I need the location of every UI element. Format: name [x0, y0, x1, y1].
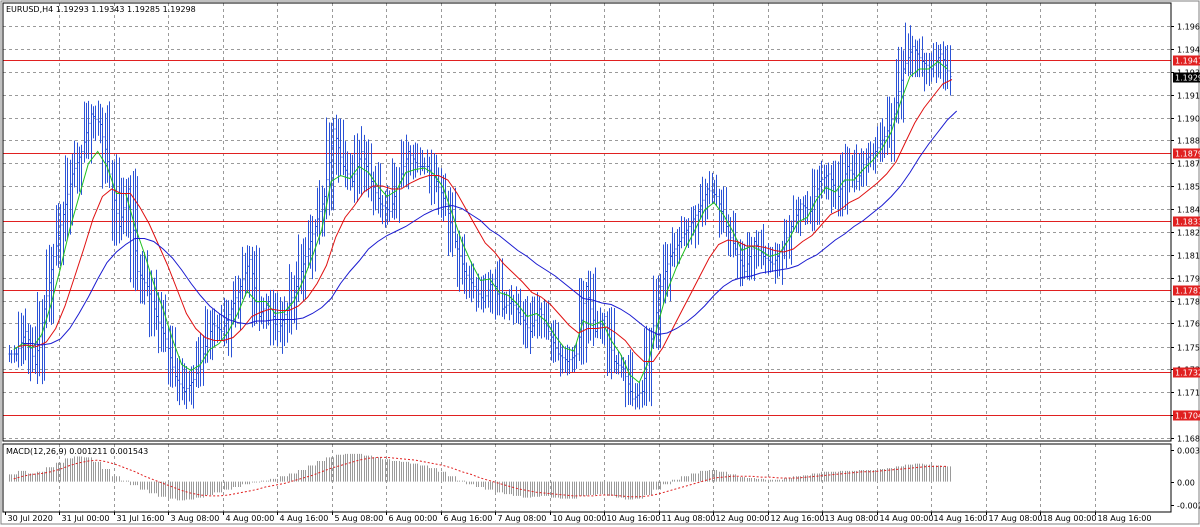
- price-tick-label: 1.17655: [1177, 320, 1200, 329]
- horizontal-line-labels: 1.19411 1.18791 1.18337 1.17877 1.17329 1.170…: [1173, 55, 1200, 421]
- macd-pane-border: [2, 443, 1172, 513]
- time-tick-label: 5 Aug 08:00: [335, 514, 384, 523]
- price-tick-label: 1.16890: [1177, 435, 1200, 444]
- horizontal-line-label: 1.18337: [1175, 218, 1200, 227]
- price-candles: [8, 22, 952, 410]
- price-tick-label: 1.18720: [1177, 160, 1200, 169]
- horizontal-line-label: 1.17329: [1175, 369, 1200, 378]
- time-tick-label: 31 Jul 00:00: [62, 514, 110, 523]
- time-tick-label: 31 Jul 16:00: [117, 514, 165, 523]
- time-axis: 30 Jul 2020 31 Jul 00:00 31 Jul 16:00 3 Aug…: [5, 512, 1152, 523]
- time-tick-label: 11 Aug 08:00: [662, 514, 716, 523]
- ma-mid-line: [18, 79, 953, 362]
- horizontal-line-label-bg: [1173, 367, 1200, 378]
- price-tick-label: 1.17500: [1177, 344, 1200, 353]
- current-price-label: 1.19298: [1175, 74, 1200, 83]
- price-tick-label: 1.19485: [1177, 46, 1200, 55]
- time-tick-label: 18 Aug 00:00: [1043, 514, 1097, 523]
- time-tick-label: 7 Aug 08:00: [498, 514, 547, 523]
- time-tick-label: 18 Aug 16:00: [1098, 514, 1152, 523]
- time-tick-label: 6 Aug 16:00: [444, 514, 493, 523]
- horizontal-line-label-bg: [1173, 410, 1200, 421]
- horizontal-line-label: 1.17042: [1175, 412, 1200, 421]
- price-tick-label: 1.17195: [1177, 389, 1200, 398]
- price-tick-label: 1.18875: [1177, 137, 1200, 146]
- macd-pane-frame: [2, 443, 1172, 513]
- macd-grid: [59, 444, 1096, 512]
- time-tick-label: 14 Aug 00:00: [880, 514, 934, 523]
- time-tick-label: 14 Aug 16:00: [934, 514, 988, 523]
- ma-fast-line: [13, 60, 948, 384]
- time-tick-label: 4 Aug 16:00: [280, 514, 329, 523]
- price-tick-label: 1.17960: [1177, 275, 1200, 284]
- moving-averages: [13, 60, 958, 384]
- price-tick-label: 1.18570: [1177, 183, 1200, 192]
- time-tick-label: 12 Aug 16:00: [771, 514, 825, 523]
- price-tick-label: 1.17805: [1177, 298, 1200, 307]
- macd-header: MACD(12,26,9) 0.001211 0.001543: [6, 447, 148, 456]
- price-tick-label: 1.19180: [1177, 92, 1200, 101]
- time-tick-label: 3 Aug 08:00: [171, 514, 220, 523]
- macd-tick-label: 0.00355: [1177, 447, 1200, 456]
- time-tick-label: 10 Aug 16:00: [607, 514, 661, 523]
- price-tick-label: 1.18415: [1177, 206, 1200, 215]
- price-tick-label: 1.19025: [1177, 115, 1200, 124]
- horizontal-lines: [3, 60, 1171, 416]
- price-pane-border: [2, 2, 1172, 442]
- time-tick-label: 10 Aug 00:00: [553, 514, 607, 523]
- time-tick-label: 12 Aug 00:00: [716, 514, 770, 523]
- horizontal-line-label: 1.17877: [1175, 287, 1200, 296]
- macd-tick-label: 0.00: [1177, 479, 1195, 488]
- time-tick-label: 30 Jul 2020: [8, 514, 53, 523]
- time-tick-label: 13 Aug 08:00: [825, 514, 879, 523]
- price-tick-label: 1.18110: [1177, 252, 1200, 261]
- ma-slow-line: [23, 110, 958, 346]
- horizontal-line-label-bg: [1173, 55, 1200, 66]
- horizontal-line-label-bg: [1173, 285, 1200, 296]
- horizontal-line-label-bg: [1173, 148, 1200, 159]
- time-tick-label: 4 Aug 00:00: [226, 514, 275, 523]
- current-price-bg: [1173, 72, 1200, 83]
- price-tick-label: 1.19635: [1177, 23, 1200, 32]
- time-tick-label: 17 Aug 08:00: [989, 514, 1043, 523]
- macd-axis: 0.00355 0.00 -0.00267: [1171, 447, 1200, 511]
- symbol-header: EURUSD,H4 1.19293 1.19343 1.19285 1.1929…: [6, 5, 196, 14]
- horizontal-line-label-bg: [1173, 216, 1200, 227]
- macd-tick-label: -0.00267: [1177, 502, 1200, 511]
- horizontal-line-label: 1.19411: [1175, 57, 1200, 66]
- horizontal-line-label: 1.18791: [1175, 150, 1200, 159]
- price-tick-label: 1.18265: [1177, 229, 1200, 238]
- time-tick-label: 6 Aug 00:00: [389, 514, 438, 523]
